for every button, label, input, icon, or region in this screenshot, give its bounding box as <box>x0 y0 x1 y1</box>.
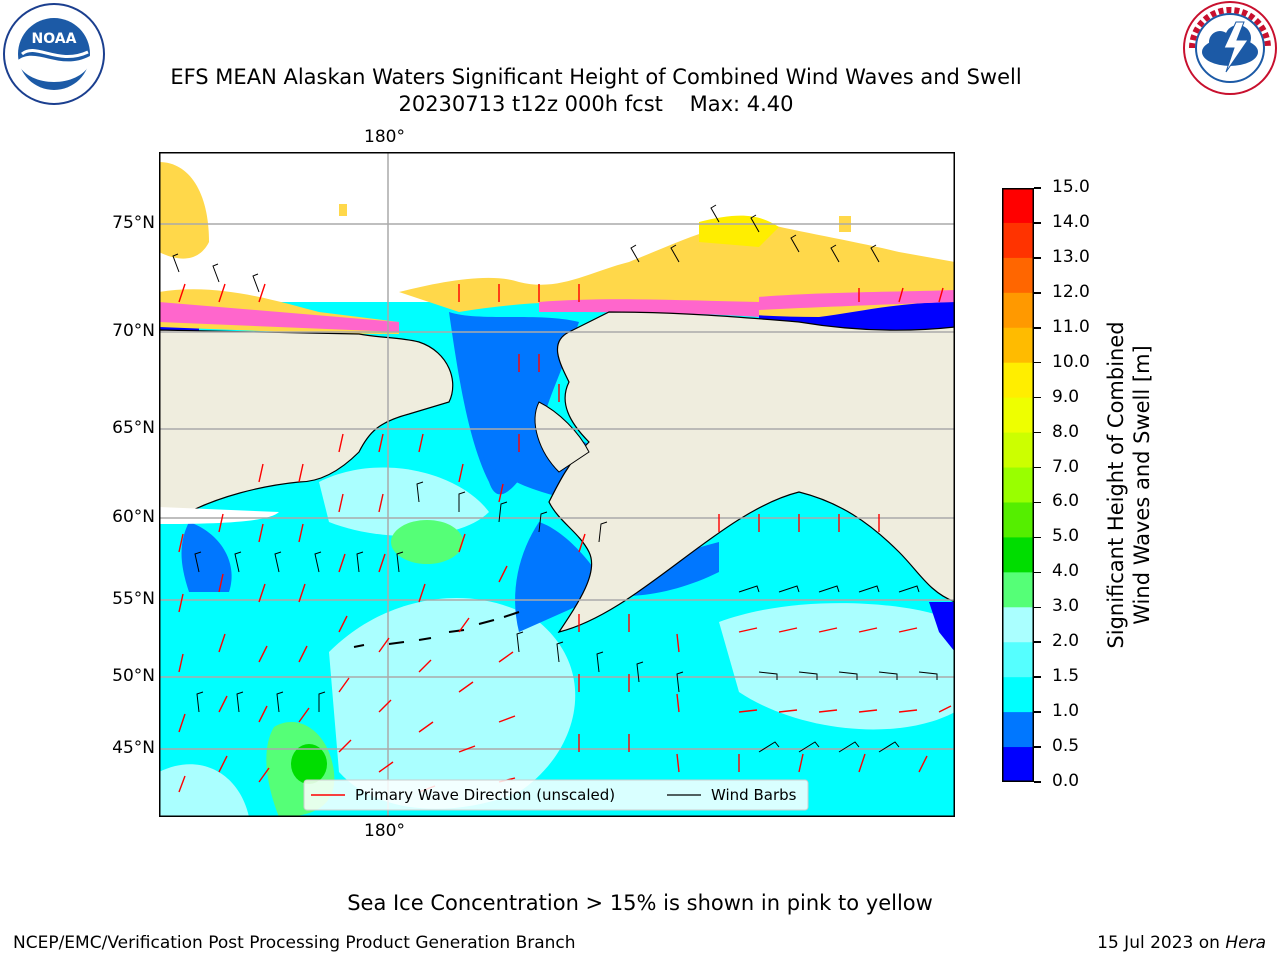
colorbar-label-line1: Significant Height of Combined <box>1104 321 1128 649</box>
lat-label-70: 70°N <box>112 321 155 341</box>
colorbar-tick-label: 1.0 <box>1052 701 1080 722</box>
wave-max-patch <box>391 520 463 564</box>
colorbar-tick-label: 10.0 <box>1052 351 1090 372</box>
map-legend <box>303 779 809 811</box>
colorbar-tick-mark <box>1034 501 1041 504</box>
colorbar-swatch <box>1002 502 1034 538</box>
lat-label-45: 45°N <box>112 738 155 758</box>
colorbar-tick-label: 4.0 <box>1052 561 1080 582</box>
sea-ice-arctic <box>399 222 955 317</box>
swell-region-south <box>329 598 576 809</box>
chart-subtitle: 20230713 t12z 000h fcst Max: 4.40 <box>76 91 1116 117</box>
swell-region-bering <box>319 467 489 536</box>
colorbar-swatch <box>1002 257 1034 294</box>
alaska-land <box>548 311 955 633</box>
colorbar-swatch <box>1002 572 1034 608</box>
top-longitude-label: 180° <box>364 127 405 147</box>
map-frame <box>159 152 955 817</box>
siberia-land <box>159 329 454 523</box>
colorbar-swatch <box>1002 432 1034 469</box>
colorbar-swatch <box>1002 397 1034 434</box>
swell-region-east <box>719 603 955 730</box>
colorbar-swatch <box>1002 362 1034 399</box>
lat-label-65: 65°N <box>112 418 155 438</box>
colorbar-tick-mark <box>1034 711 1041 713</box>
colorbar-tick-mark <box>1034 676 1041 678</box>
colorbar-tick-label: 5.0 <box>1052 526 1080 547</box>
colorbar-tick-mark <box>1034 571 1041 574</box>
colorbar-tick-label: 14.0 <box>1052 211 1090 232</box>
colorbar-tick-mark <box>1034 222 1041 224</box>
noaa-logo-text: NOAA <box>32 31 77 47</box>
aleutian-islands <box>353 611 520 648</box>
wind-barbs <box>172 204 938 753</box>
footer-host: Hera <box>1225 933 1266 953</box>
wave-direction-arrows <box>178 283 952 793</box>
colorbar-tick-mark <box>1034 292 1041 294</box>
colorbar-swatch <box>1002 642 1034 678</box>
footer-timestamp: 15 Jul 2023 on Hera <box>1097 933 1266 953</box>
colorbar-swatch <box>1002 467 1034 503</box>
colorbar-swatch <box>1002 537 1034 573</box>
colorbar-tick-mark <box>1034 466 1041 469</box>
colorbar-tick-mark <box>1034 327 1041 329</box>
colorbar-swatch <box>1002 188 1034 224</box>
colorbar-swatch <box>1002 712 1034 748</box>
bristol-bay-low <box>515 522 609 632</box>
colorbar-tick-label: 0.5 <box>1052 736 1080 757</box>
colorbar-swatch <box>1002 327 1034 364</box>
colorbar-swatch <box>1002 292 1034 329</box>
colorbar-tick-mark <box>1034 606 1041 609</box>
colorbar-tick-label: 2.0 <box>1052 631 1080 652</box>
colorbar-tick-mark <box>1034 641 1041 643</box>
barb-legend-label: Wind Barbs <box>711 786 797 804</box>
sea-ice-west <box>159 162 209 259</box>
colorbar-swatch <box>1002 222 1034 259</box>
lat-label-55: 55°N <box>112 589 155 609</box>
colorbar-tick-mark <box>1034 187 1041 189</box>
colorbar-tick-label: 0.0 <box>1052 771 1080 791</box>
colorbar-tick-label: 8.0 <box>1052 421 1080 442</box>
colorbar-tick-mark <box>1034 431 1041 434</box>
colorbar-tick-mark <box>1034 781 1041 783</box>
colorbar-tick-mark <box>1034 361 1041 364</box>
colorbar-tick-label: 6.0 <box>1052 491 1080 512</box>
colorbar-tick-mark <box>1034 257 1041 259</box>
chart-title: EFS MEAN Alaskan Waters Significant Heig… <box>170 65 1022 89</box>
colorbar-tick-label: 1.5 <box>1052 666 1080 687</box>
colorbar <box>1002 188 1034 782</box>
colorbar-tick-mark <box>1034 746 1041 748</box>
colorbar-tick-label: 11.0 <box>1052 316 1090 337</box>
bottom-longitude-label: 180° <box>364 821 405 841</box>
colorbar-tick-label: 15.0 <box>1052 177 1090 197</box>
map-gridlines <box>159 152 955 817</box>
forecast-time: 20230713 t12z 000h fcst <box>398 92 663 116</box>
colorbar-swatch <box>1002 677 1034 713</box>
max-value: Max: 4.40 <box>689 92 794 116</box>
colorbar-tick-label: 12.0 <box>1052 281 1090 302</box>
lat-label-60: 60°N <box>112 507 155 527</box>
wave-legend-label: Primary Wave Direction (unscaled) <box>355 786 615 804</box>
colorbar-tick-label: 9.0 <box>1052 386 1080 407</box>
colorbar-tick-mark <box>1034 536 1041 539</box>
footer-date: 15 Jul 2023 on <box>1097 933 1220 953</box>
colorbar-tick-label: 3.0 <box>1052 596 1080 617</box>
colorbar-tick-label: 13.0 <box>1052 246 1090 267</box>
wave-height-map: Primary Wave Direction (unscaled) Wind B… <box>159 152 955 817</box>
nws-logo <box>1178 0 1280 104</box>
colorbar-tick-mark <box>1034 396 1041 399</box>
colorbar-swatch <box>1002 747 1034 782</box>
lat-label-50: 50°N <box>112 666 155 686</box>
colorbar-tick-label: 7.0 <box>1052 456 1080 477</box>
lat-label-75: 75°N <box>112 213 155 233</box>
colorbar-swatch <box>1002 607 1034 643</box>
sea-ice-note: Sea Ice Concentration > 15% is shown in … <box>347 891 933 915</box>
footer-credit: NCEP/EMC/Verification Post Processing Pr… <box>13 933 576 953</box>
noaa-logo: NOAA <box>2 2 106 106</box>
colorbar-label-line2: Wind Waves and Swell [m] <box>1130 345 1154 625</box>
